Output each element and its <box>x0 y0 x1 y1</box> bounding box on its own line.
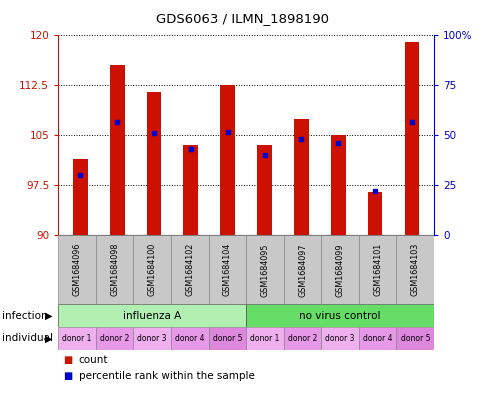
Text: donor 2: donor 2 <box>100 334 129 343</box>
Text: donor 1: donor 1 <box>250 334 279 343</box>
Bar <box>170 327 208 350</box>
Bar <box>293 119 308 235</box>
Text: no virus control: no virus control <box>299 310 380 321</box>
Bar <box>395 235 433 304</box>
Bar <box>146 92 161 235</box>
Bar <box>358 235 395 304</box>
Text: donor 5: donor 5 <box>400 334 429 343</box>
Bar <box>208 235 245 304</box>
Bar <box>320 327 358 350</box>
Bar <box>330 135 345 235</box>
Bar <box>109 65 124 235</box>
Bar <box>358 327 395 350</box>
Text: GSM1684102: GSM1684102 <box>185 243 194 296</box>
Text: GSM1684100: GSM1684100 <box>147 243 156 296</box>
Text: GSM1684103: GSM1684103 <box>410 243 419 296</box>
Text: GSM1684099: GSM1684099 <box>335 243 344 297</box>
Text: individual: individual <box>2 333 53 343</box>
Text: GSM1684097: GSM1684097 <box>297 243 306 297</box>
Text: infection: infection <box>2 310 48 321</box>
Bar <box>133 235 171 304</box>
Bar <box>283 327 320 350</box>
Text: ■: ■ <box>63 355 72 365</box>
Text: ▶: ▶ <box>45 310 52 321</box>
Text: GDS6063 / ILMN_1898190: GDS6063 / ILMN_1898190 <box>156 12 328 25</box>
Text: donor 4: donor 4 <box>175 334 204 343</box>
Bar <box>283 235 320 304</box>
Bar <box>245 327 283 350</box>
Text: donor 1: donor 1 <box>62 334 91 343</box>
Bar <box>58 235 95 304</box>
Bar <box>404 42 419 235</box>
Text: ▶: ▶ <box>45 333 52 343</box>
Bar <box>95 327 133 350</box>
Bar <box>257 145 272 235</box>
Bar <box>58 327 95 350</box>
Bar <box>183 145 198 235</box>
Text: donor 4: donor 4 <box>362 334 392 343</box>
Text: GSM1684101: GSM1684101 <box>372 243 381 296</box>
Text: ■: ■ <box>63 371 72 381</box>
Bar <box>395 327 433 350</box>
Text: influenza A: influenza A <box>123 310 181 321</box>
Bar <box>95 235 133 304</box>
Bar <box>320 235 358 304</box>
Bar <box>133 327 171 350</box>
Bar <box>367 192 382 235</box>
Text: donor 3: donor 3 <box>137 334 166 343</box>
Bar <box>170 235 208 304</box>
Text: GSM1684104: GSM1684104 <box>222 243 231 296</box>
Bar <box>220 85 235 235</box>
Text: GSM1684098: GSM1684098 <box>110 243 119 296</box>
Bar <box>208 327 245 350</box>
Text: donor 2: donor 2 <box>287 334 317 343</box>
Text: percentile rank within the sample: percentile rank within the sample <box>78 371 254 381</box>
Text: GSM1684096: GSM1684096 <box>72 243 81 296</box>
Bar <box>245 304 433 327</box>
Text: donor 5: donor 5 <box>212 334 242 343</box>
Bar <box>73 159 88 235</box>
Text: GSM1684095: GSM1684095 <box>260 243 269 297</box>
Bar <box>58 304 245 327</box>
Text: count: count <box>78 355 108 365</box>
Bar <box>245 235 283 304</box>
Text: donor 3: donor 3 <box>325 334 354 343</box>
